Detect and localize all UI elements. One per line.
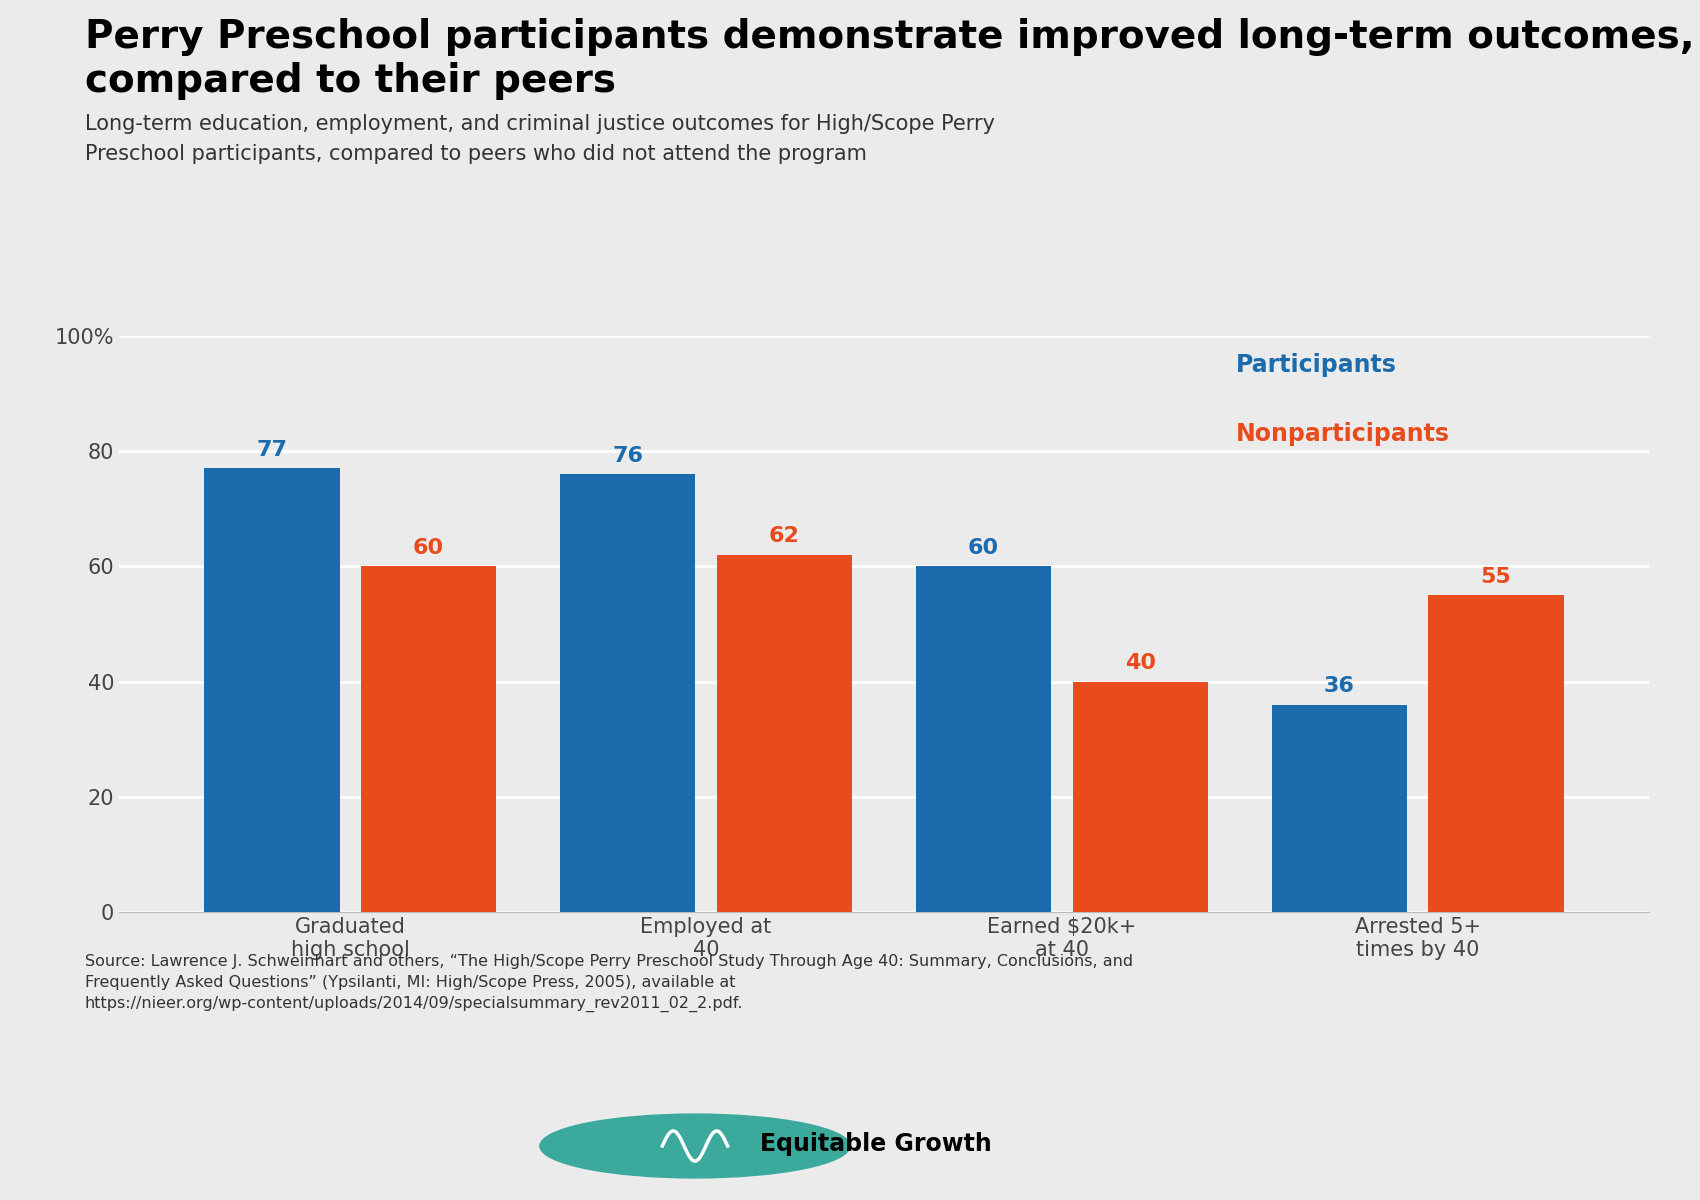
Text: compared to their peers: compared to their peers bbox=[85, 62, 615, 101]
Text: 55: 55 bbox=[1481, 566, 1511, 587]
Bar bbox=[916, 566, 1051, 912]
Text: 76: 76 bbox=[612, 445, 643, 466]
Text: 60: 60 bbox=[967, 538, 1000, 558]
Bar bbox=[1428, 595, 1564, 912]
Bar bbox=[1272, 704, 1408, 912]
Text: Nonparticipants: Nonparticipants bbox=[1236, 422, 1450, 446]
Text: Source: Lawrence J. Schweinhart and others, “The High/Scope Perry Preschool Stud: Source: Lawrence J. Schweinhart and othe… bbox=[85, 954, 1134, 1013]
Text: 62: 62 bbox=[768, 527, 799, 546]
Text: Long-term education, employment, and criminal justice outcomes for High/Scope Pe: Long-term education, employment, and cri… bbox=[85, 114, 994, 163]
Bar bbox=[1073, 682, 1207, 912]
Text: Perry Preschool participants demonstrate improved long-term outcomes,: Perry Preschool participants demonstrate… bbox=[85, 18, 1695, 56]
Circle shape bbox=[541, 1114, 850, 1178]
Text: 40: 40 bbox=[1125, 653, 1156, 673]
Text: Equitable Growth: Equitable Growth bbox=[760, 1133, 993, 1157]
Text: Participants: Participants bbox=[1236, 353, 1397, 377]
Bar bbox=[561, 474, 695, 912]
Text: 60: 60 bbox=[413, 538, 444, 558]
Bar bbox=[717, 554, 852, 912]
Text: 36: 36 bbox=[1324, 676, 1355, 696]
Bar bbox=[204, 468, 340, 912]
Bar bbox=[360, 566, 496, 912]
Text: 77: 77 bbox=[257, 440, 287, 460]
